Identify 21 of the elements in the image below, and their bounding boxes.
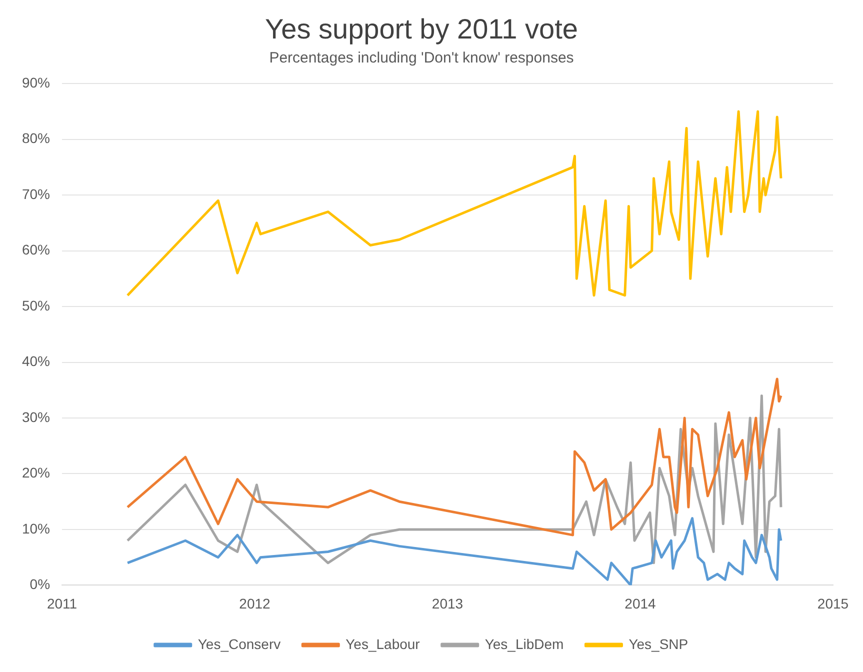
y-tick-label: 10% [22, 520, 50, 536]
y-tick-label: 40% [22, 353, 50, 370]
legend-label: Yes_LibDem [484, 636, 564, 652]
y-tick-label: 80% [22, 130, 50, 146]
y-tick-label: 0% [30, 576, 50, 592]
x-tick-label: 2015 [817, 595, 849, 612]
y-tick-label: 50% [22, 297, 50, 314]
legend-label: Yes_Conserv [198, 636, 281, 652]
y-tick-label: 30% [22, 408, 50, 425]
legend-label: Yes_Labour [346, 636, 420, 652]
y-tick-label: 20% [22, 464, 50, 481]
x-tick-label: 2012 [239, 595, 271, 612]
legend-label: Yes_SNP [628, 636, 688, 652]
y-tick-label: 60% [22, 242, 50, 258]
chart-title: Yes support by 2011 vote [265, 14, 578, 45]
y-tick-label: 90% [22, 74, 50, 90]
x-tick-label: 2014 [624, 595, 656, 612]
x-tick-label: 2011 [46, 595, 78, 612]
chart-subtitle: Percentages including 'Don't know' responses [269, 50, 574, 67]
y-tick-label: 70% [22, 186, 50, 202]
x-tick-label: 2013 [432, 595, 464, 612]
